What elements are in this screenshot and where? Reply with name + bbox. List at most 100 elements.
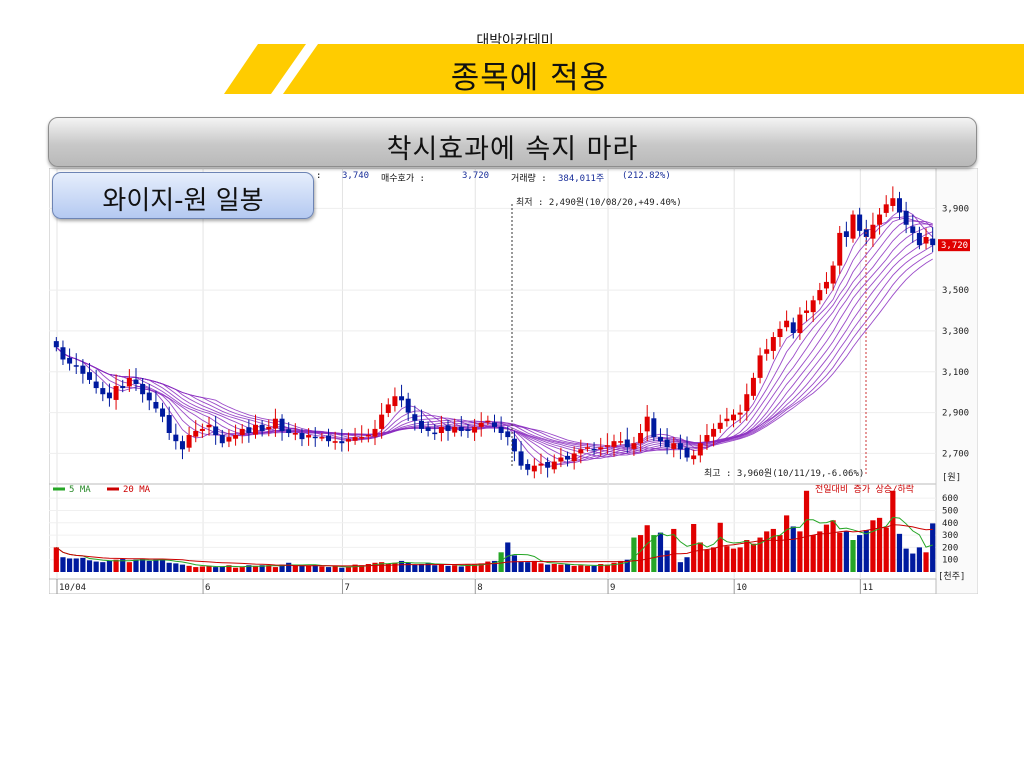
volume-bar bbox=[923, 552, 929, 572]
title-banner bbox=[224, 44, 1024, 94]
volume-bar bbox=[73, 558, 79, 572]
volume-bar bbox=[93, 561, 99, 572]
candle-body bbox=[916, 232, 922, 246]
volume-bar bbox=[452, 565, 458, 572]
volume-bar bbox=[571, 565, 577, 572]
y-tick-label: 3,500 bbox=[942, 286, 969, 296]
candle-body bbox=[272, 418, 278, 429]
volume-bar bbox=[551, 564, 557, 572]
volume-bar bbox=[226, 565, 232, 572]
volume-bar bbox=[179, 564, 186, 572]
candle-body bbox=[790, 322, 796, 333]
volume-bar bbox=[398, 560, 405, 572]
volume-bar bbox=[60, 557, 66, 572]
volume-bar bbox=[797, 531, 803, 572]
volume-bar bbox=[352, 564, 358, 572]
candle-body bbox=[498, 426, 504, 433]
candle-body bbox=[571, 453, 577, 462]
candle-body bbox=[485, 420, 491, 423]
candle-body bbox=[657, 437, 663, 442]
volume-bar bbox=[704, 549, 710, 572]
volume-ratio: (212.82%) bbox=[622, 171, 671, 181]
candle-body bbox=[857, 214, 863, 231]
candle-body bbox=[153, 401, 159, 409]
volume-bar bbox=[159, 559, 166, 572]
candle-body bbox=[545, 461, 551, 468]
volume-bar bbox=[186, 565, 192, 572]
x-tick-label: 10 bbox=[736, 583, 747, 593]
candle-body bbox=[478, 422, 484, 427]
candle-body bbox=[458, 426, 464, 431]
volume-bar bbox=[717, 522, 723, 572]
volume-bar bbox=[710, 547, 717, 572]
volume-bar bbox=[412, 564, 418, 572]
volume-bar bbox=[213, 567, 219, 572]
volume-bar bbox=[525, 562, 531, 572]
volume-bar bbox=[279, 564, 285, 572]
volume-bar bbox=[837, 532, 843, 572]
volume-bar bbox=[916, 547, 923, 572]
volume-bar bbox=[405, 562, 411, 572]
candle-body bbox=[452, 426, 458, 433]
x-tick-label: 11 bbox=[862, 583, 873, 593]
candle-body bbox=[584, 447, 590, 449]
candle-body bbox=[399, 396, 405, 401]
x-tick-label: 8 bbox=[477, 583, 482, 593]
candle-body bbox=[631, 443, 637, 449]
volume-bar bbox=[438, 564, 444, 572]
volume-bar bbox=[266, 565, 272, 572]
volume-bar bbox=[325, 567, 332, 572]
volume-bar bbox=[332, 566, 338, 572]
candle-body bbox=[877, 214, 883, 225]
volume-bar bbox=[471, 564, 478, 572]
volume-bar bbox=[624, 559, 630, 572]
volume-bar bbox=[425, 562, 431, 572]
candle-body bbox=[923, 237, 929, 244]
volume-bar bbox=[578, 565, 584, 572]
volume-bar bbox=[53, 547, 59, 572]
candle-body bbox=[671, 443, 677, 449]
volume-bar bbox=[465, 564, 471, 572]
volume-bar bbox=[910, 553, 916, 572]
candle-body bbox=[379, 414, 385, 429]
volume-bar bbox=[432, 565, 438, 572]
candle-body bbox=[883, 204, 889, 213]
candle-body bbox=[372, 428, 378, 437]
volume-bar bbox=[485, 561, 491, 572]
volume-bar bbox=[239, 567, 245, 572]
volume-bar bbox=[817, 531, 823, 572]
candle-body bbox=[392, 396, 398, 407]
candle-body bbox=[651, 418, 657, 438]
volume-bar bbox=[339, 567, 345, 572]
candle-body bbox=[697, 443, 703, 456]
volume-bar bbox=[777, 535, 783, 572]
candle-body bbox=[246, 427, 252, 433]
candle-body bbox=[472, 426, 478, 433]
volume-bar bbox=[259, 565, 265, 572]
bid-label: 매수호가 : bbox=[381, 174, 425, 184]
volume-bar bbox=[66, 558, 73, 572]
volume-bar bbox=[691, 524, 697, 572]
volume-bar bbox=[153, 559, 159, 572]
candle-body bbox=[252, 424, 258, 435]
candle-body bbox=[432, 432, 438, 435]
volume-ma20-line bbox=[56, 524, 933, 567]
candle-body bbox=[896, 198, 902, 213]
candle-body bbox=[611, 441, 617, 447]
y-tick-label: 3,100 bbox=[942, 368, 969, 378]
volume-bar bbox=[120, 559, 126, 572]
volume-bar bbox=[930, 523, 936, 572]
volume-bar bbox=[764, 531, 770, 572]
volume-bar bbox=[770, 528, 776, 572]
candle-body bbox=[777, 328, 783, 338]
candle-body bbox=[292, 433, 298, 435]
volume-tick-label: 200 bbox=[942, 543, 958, 553]
y-tick-label: 3,900 bbox=[942, 204, 969, 214]
volume-bar bbox=[810, 535, 816, 572]
candle-body bbox=[704, 435, 710, 442]
banner-yellow-band bbox=[224, 44, 1024, 94]
candle-body bbox=[784, 320, 790, 328]
candle-body bbox=[903, 210, 909, 225]
candle-body bbox=[492, 422, 497, 427]
